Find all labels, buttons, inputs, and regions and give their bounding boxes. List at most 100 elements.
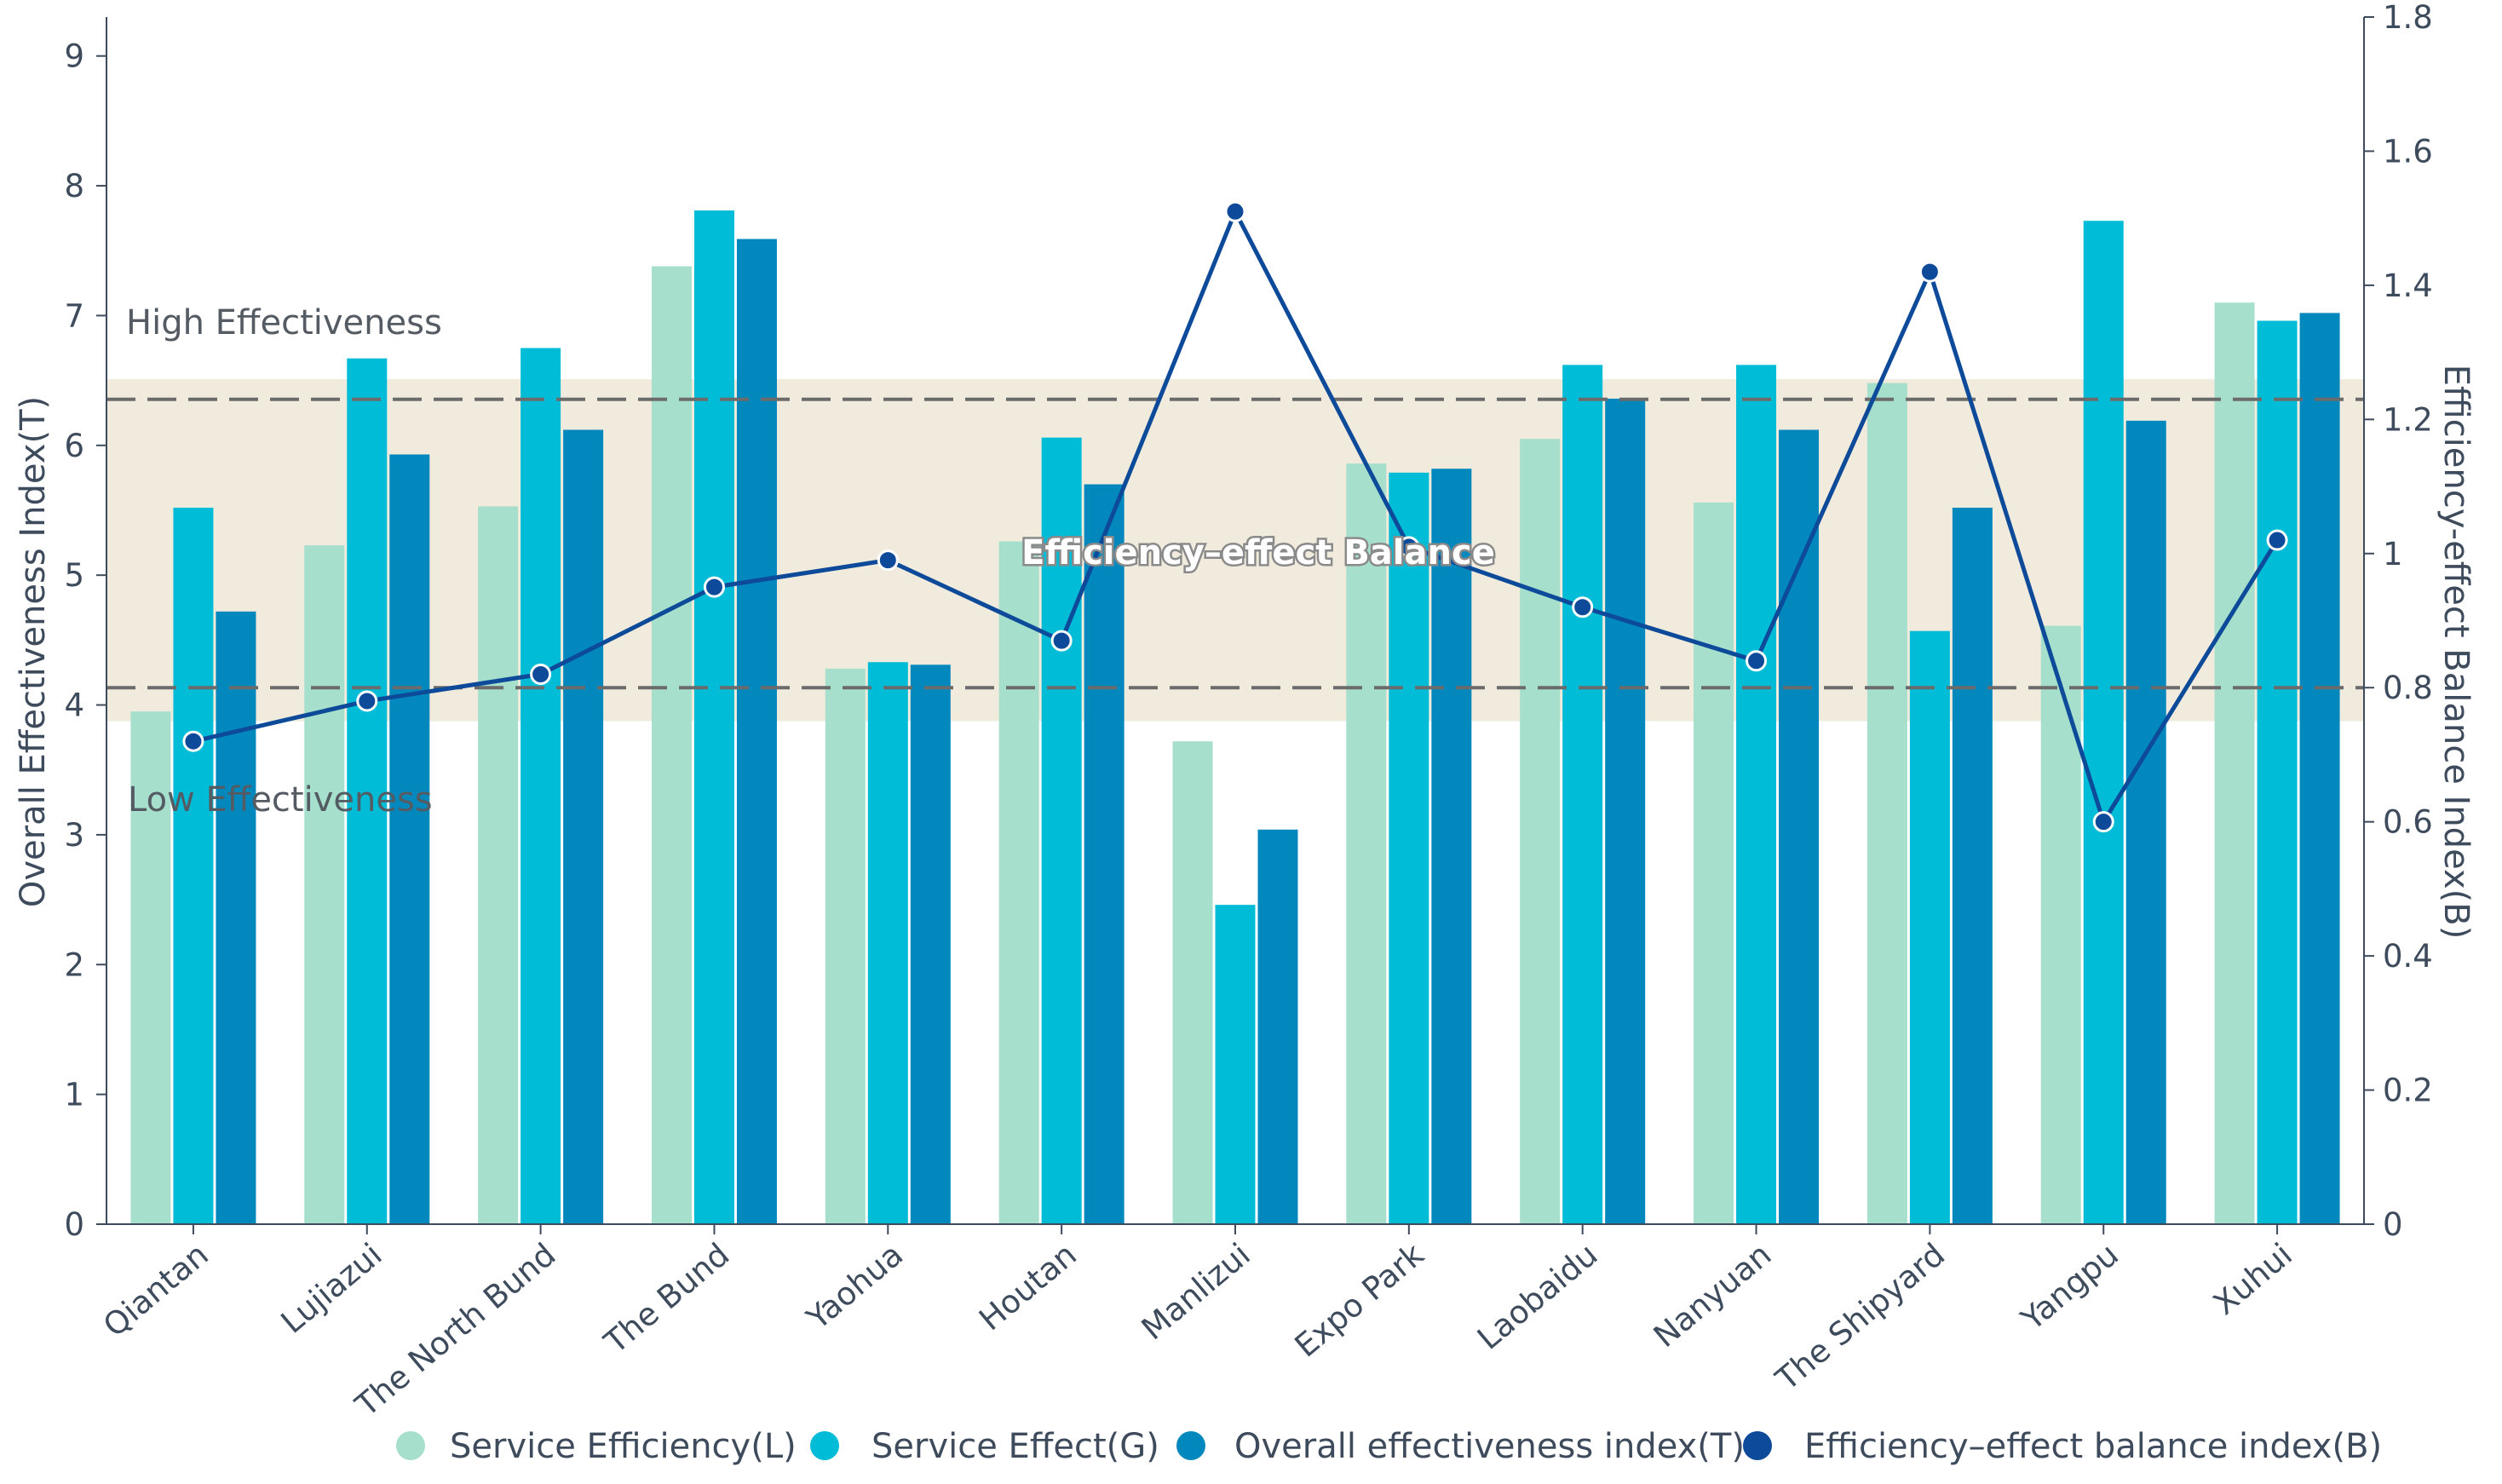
- bar-3-2: [389, 454, 430, 1224]
- y-left-tick-label-8: 8: [64, 168, 84, 204]
- bar-1-10: [1694, 502, 1734, 1224]
- y-right-tick-label-1: 0.2: [2383, 1073, 2433, 1109]
- bar-3-5: [910, 664, 951, 1224]
- legend-marker-1: [396, 1431, 425, 1460]
- legend-label-3: Overall effectiveness index(T): [1234, 1427, 1745, 1466]
- bar-1-7: [1172, 741, 1213, 1224]
- bar-1-11: [1866, 383, 1907, 1224]
- legend-label-4: Efficiency–effect balance index(B): [1804, 1427, 2382, 1466]
- y-right-tick-label-4: 0.8: [2383, 670, 2433, 706]
- balance-point-12: [2092, 811, 2114, 833]
- x-tick-label-11: The Shipyard: [1769, 1236, 1952, 1398]
- bar-3-8: [1431, 469, 1472, 1224]
- bar-1-13: [2214, 302, 2255, 1224]
- x-tick-label-6: Houtan: [972, 1236, 1084, 1337]
- bar-3-12: [2125, 420, 2166, 1224]
- y-right-tick-label-5: 1: [2383, 536, 2403, 572]
- balance-line-layer: [182, 200, 2288, 833]
- bar-2-7: [1215, 905, 1256, 1224]
- bar-1-5: [825, 668, 866, 1224]
- bar-2-10: [1736, 365, 1777, 1224]
- bar-3-13: [2299, 313, 2340, 1224]
- legend-label-1: Service Efficiency(L): [450, 1427, 797, 1466]
- bar-2-8: [1389, 472, 1429, 1224]
- bar-1-6: [998, 541, 1039, 1224]
- bar-2-5: [867, 662, 908, 1224]
- x-tick-label-8: Expo Park: [1288, 1236, 1431, 1365]
- y-right-tick-label-2: 0.4: [2383, 938, 2433, 975]
- y-right-tick-label-3: 0.6: [2383, 804, 2433, 841]
- bar-layer: [130, 210, 2340, 1225]
- bar-2-6: [1041, 437, 1082, 1224]
- bar-3-6: [1084, 484, 1124, 1224]
- y-left-tick-label-0: 0: [64, 1206, 84, 1243]
- x-tick-label-1: Qiantan: [96, 1236, 216, 1344]
- balance-point-5: [877, 549, 899, 572]
- bar-2-11: [1909, 630, 1950, 1224]
- low-effectiveness-label: Low Effectiveness: [128, 780, 433, 820]
- y-left-tick-label-1: 1: [64, 1077, 84, 1113]
- bar-3-3: [563, 429, 604, 1224]
- y-left-tick-label-3: 3: [64, 817, 84, 854]
- bar-1-8: [1346, 463, 1387, 1224]
- bar-2-2: [347, 358, 388, 1224]
- balance-point-3: [530, 663, 552, 685]
- bar-2-13: [2257, 320, 2298, 1224]
- x-tick-label-10: Nanyuan: [1647, 1236, 1778, 1355]
- x-tick-label-5: Yaohua: [799, 1236, 910, 1337]
- x-tick-label-12: Yangpu: [2014, 1236, 2125, 1338]
- bar-2-4: [693, 210, 734, 1224]
- x-tick-label-13: Xuhui: [2206, 1236, 2299, 1322]
- balance-point-1: [182, 730, 204, 752]
- bar-2-12: [2083, 221, 2124, 1224]
- balance-point-2: [356, 690, 378, 712]
- y-left-tick-label-2: 2: [64, 946, 84, 983]
- x-tick-label-4: The Bund: [597, 1236, 737, 1361]
- high-effectiveness-label: High Effectiveness: [126, 303, 442, 342]
- y-left-tick-label-9: 9: [64, 38, 84, 75]
- balance-point-9: [1572, 596, 1594, 618]
- balance-point-4: [703, 576, 725, 598]
- y-right-tick-label-7: 1.4: [2383, 267, 2433, 304]
- y-left-tick-label-4: 4: [64, 687, 84, 724]
- y-left-tick-label-6: 6: [64, 428, 84, 464]
- y-left-axis-title: Overall Effectiveness Index(T): [14, 396, 53, 907]
- bar-1-1: [130, 711, 171, 1224]
- y-left-tick-label-7: 7: [64, 297, 84, 334]
- bar-2-3: [521, 348, 561, 1225]
- balance-point-7: [1224, 200, 1246, 222]
- legend-marker-3: [1176, 1431, 1205, 1460]
- bar-3-10: [1779, 429, 1820, 1224]
- y-right-axis-title: Efficiency-effect Balance Index(B): [2436, 365, 2476, 940]
- bar-3-9: [1605, 398, 1646, 1224]
- bar-1-3: [478, 506, 519, 1224]
- legend-marker-2: [810, 1431, 839, 1460]
- bar-2-9: [1562, 365, 1603, 1224]
- balance-point-11: [1918, 261, 1941, 283]
- y-right-tick-label-9: 1.8: [2383, 0, 2433, 36]
- bar-1-2: [304, 545, 345, 1224]
- balance-band-label: Efficiency–effect Balance: [1021, 533, 1495, 572]
- x-tick-label-7: Manlizui: [1135, 1236, 1257, 1347]
- bar-3-7: [1257, 829, 1298, 1224]
- bar-3-11: [1952, 507, 1993, 1224]
- legend-label-2: Service Effect(G): [871, 1427, 1159, 1466]
- balance-point-8: [1398, 536, 1420, 558]
- balance-point-13: [2266, 529, 2288, 551]
- legend-marker-4: [1743, 1431, 1772, 1460]
- bar-2-1: [173, 507, 214, 1224]
- legend: Service Efficiency(L) Service Effect(G) Ov…: [396, 1427, 2382, 1466]
- bar-1-4: [651, 266, 692, 1224]
- y-right-tick-label-6: 1.2: [2383, 401, 2433, 438]
- bar-3-4: [736, 239, 777, 1224]
- y-right-tick-label-8: 1.6: [2383, 133, 2433, 170]
- bar-1-12: [2040, 625, 2081, 1224]
- x-tick-label-2: Lujiazui: [274, 1236, 389, 1341]
- balance-point-10: [1746, 650, 1768, 672]
- y-left-tick-label-5: 5: [64, 557, 84, 594]
- y-right-tick-label-0: 0: [2383, 1206, 2403, 1243]
- reference-line-layer: [106, 397, 2364, 690]
- bar-3-1: [216, 611, 256, 1224]
- balance-point-6: [1050, 630, 1073, 652]
